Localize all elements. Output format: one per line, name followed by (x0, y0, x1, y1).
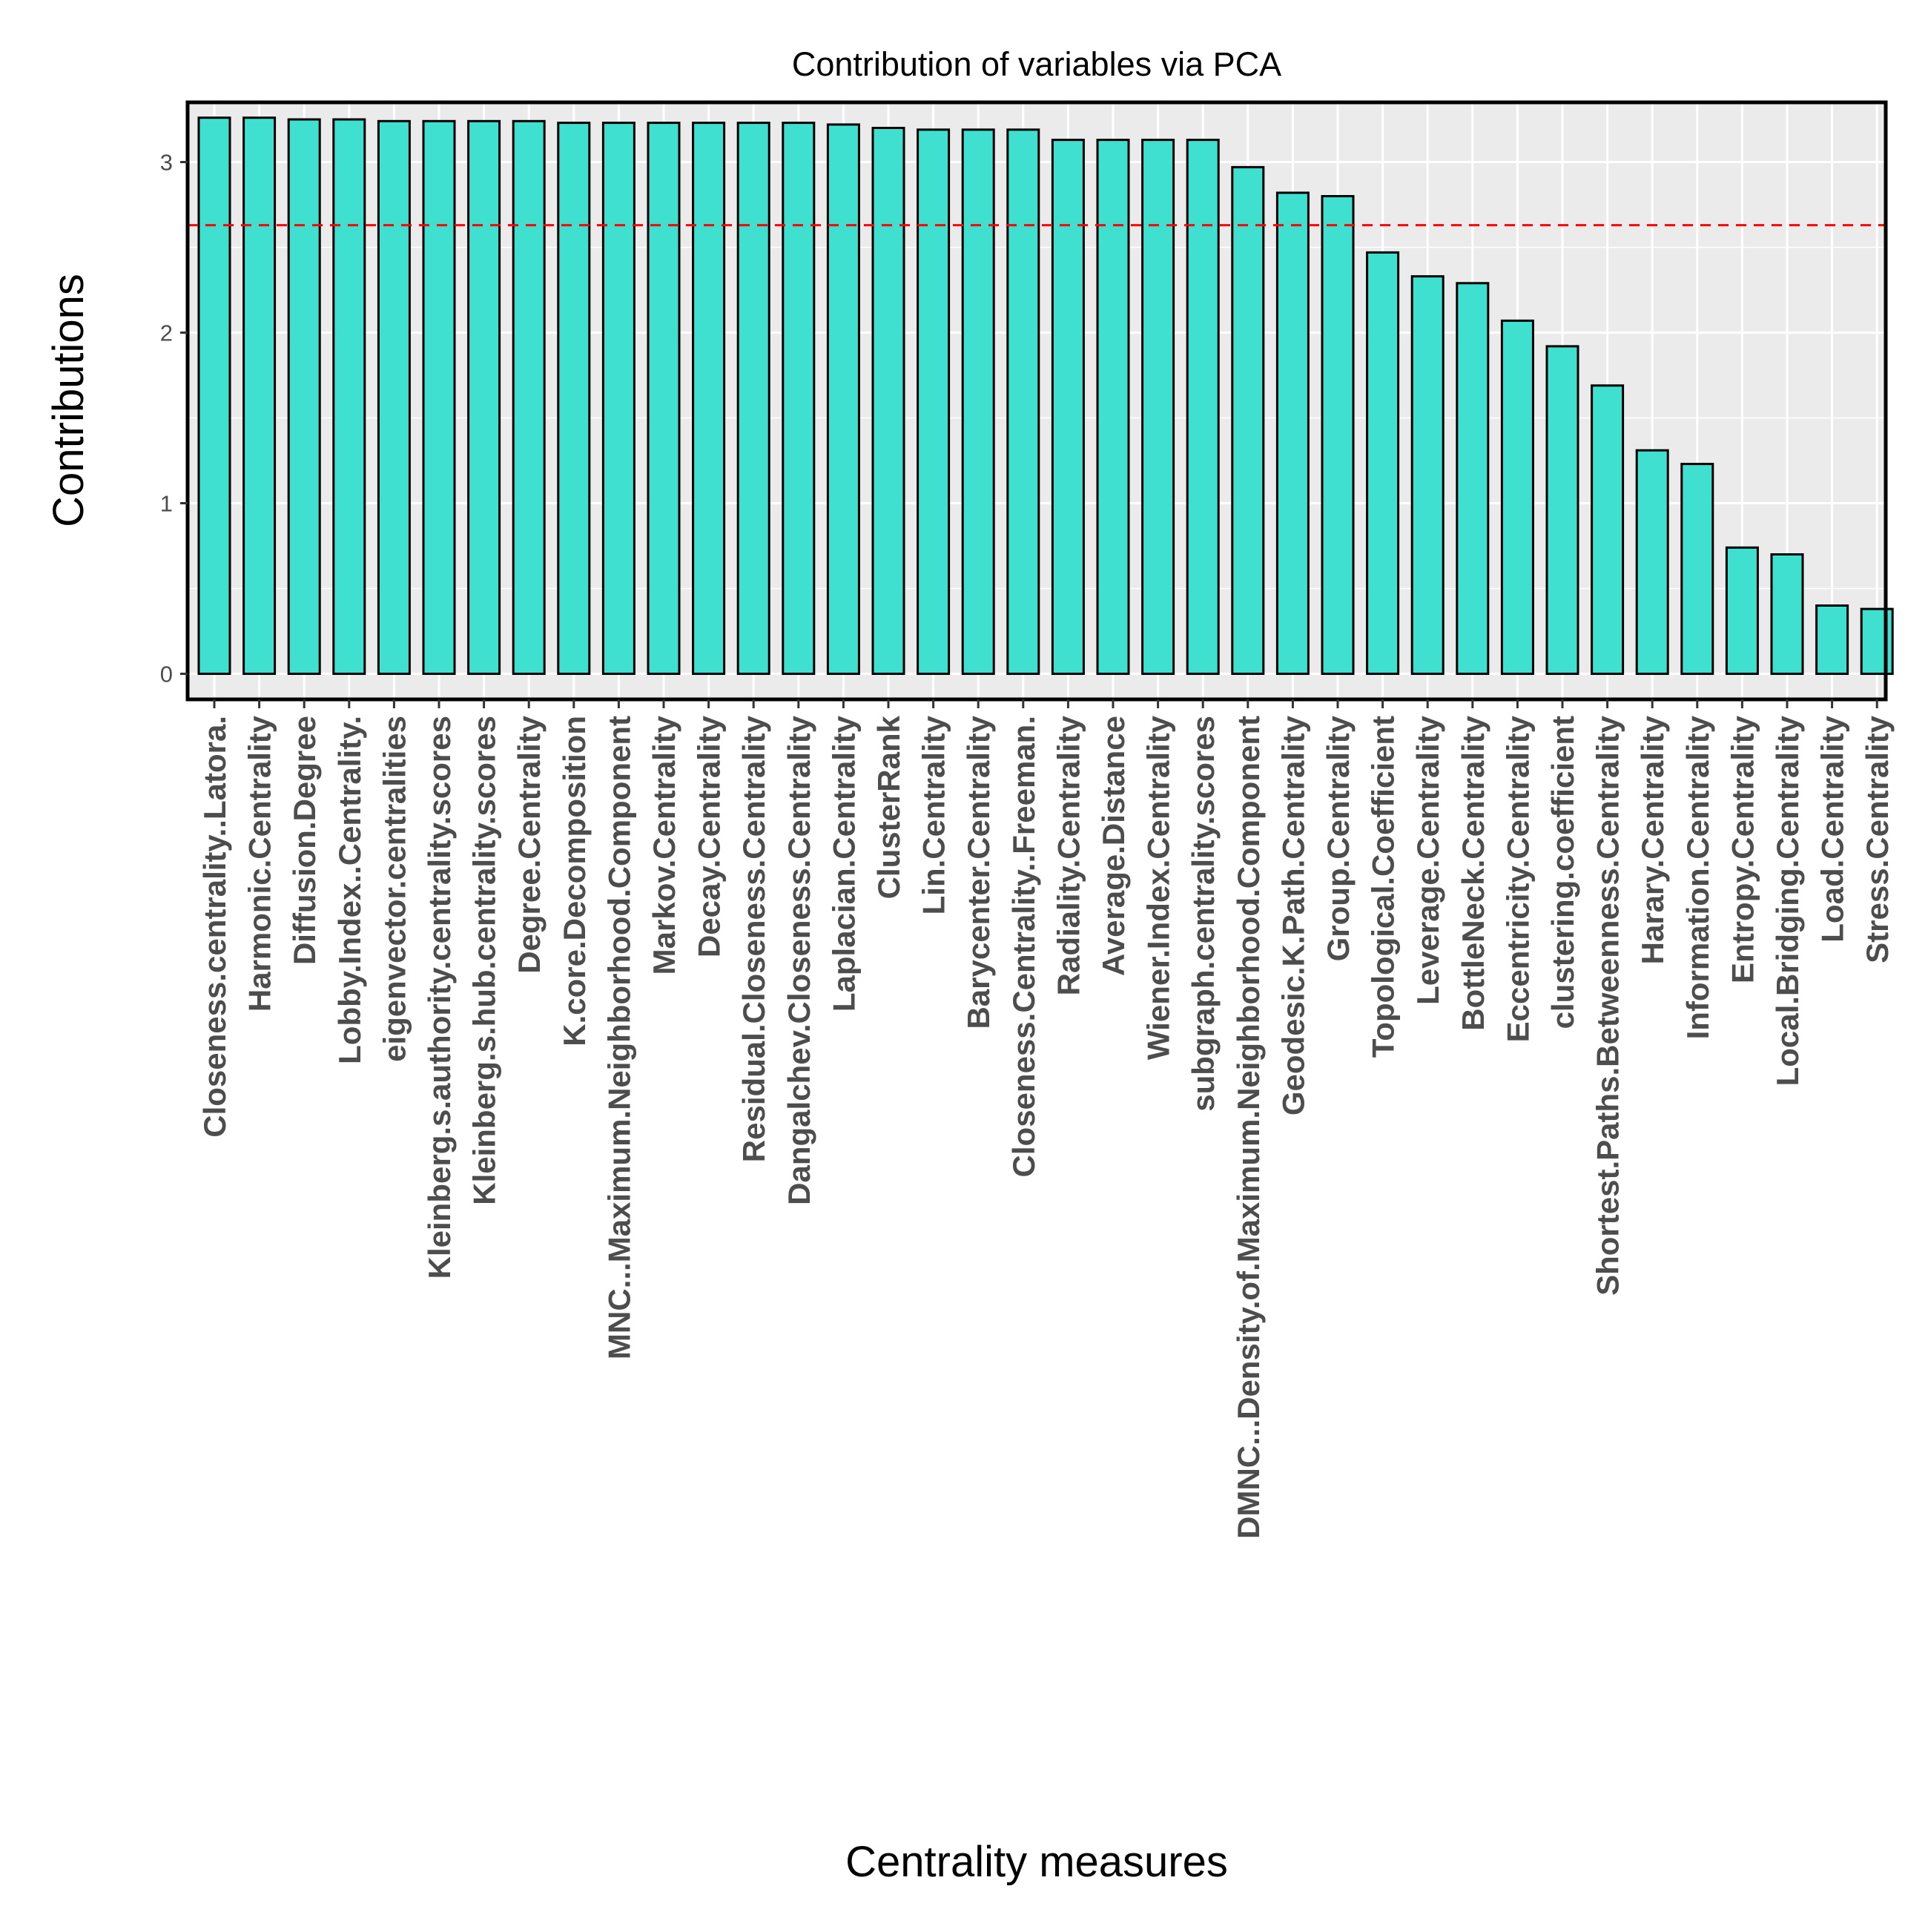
bar (242, 116, 277, 675)
bar (1366, 251, 1400, 675)
x-tick-label: Shortest.Paths.Betweenness.Centrality (1591, 715, 1625, 1296)
bar (1231, 165, 1265, 675)
bar (1635, 449, 1669, 675)
x-tick-label: Markov.Centrality (647, 715, 681, 975)
x-tick-label: Radiality.Centrality (1051, 715, 1086, 995)
x-tick-label: Local.Bridging.Centrality (1770, 715, 1805, 1086)
x-tick-label: MNC...Maximum.Neighborhood.Component (601, 716, 636, 1359)
x-tick-label: Lobby.Index..Centrality. (332, 716, 367, 1064)
x-tick-label: Harary.Centrality (1635, 715, 1670, 964)
bar (1006, 128, 1040, 676)
bar (287, 118, 321, 675)
x-tick-label: Dangalchev.Closeness.Centrality (782, 715, 816, 1204)
bar (332, 118, 366, 675)
bar (692, 122, 726, 676)
x-tick-label: BottleNeck.Centrality (1456, 715, 1490, 1030)
bar (197, 116, 231, 675)
x-tick-label: Diffusion.Degree (287, 716, 322, 965)
x-tick-label: Load.Centrality (1815, 715, 1850, 942)
y-axis: 0 1 2 3 (160, 150, 188, 688)
bar (1680, 463, 1714, 675)
x-tick-label: eigenvector.centralities (377, 716, 412, 1062)
x-tick-label: DMNC...Density.of.Maximum.Neighborhood.C… (1231, 716, 1266, 1539)
x-tick-label: Kleinberg.s.hub.centrality.scores (467, 716, 502, 1205)
bar (422, 119, 456, 676)
bar (1770, 553, 1804, 675)
x-tick-label: Closeness.centrality..Latora. (197, 716, 232, 1138)
x-tick-label: Decay.Centrality (692, 715, 727, 957)
bar (1591, 384, 1625, 675)
bar (736, 122, 770, 676)
x-tick-label: Average.Distance (1096, 716, 1131, 976)
x-axis: Closeness.centrality..Latora. Harmonic.Ce… (197, 699, 1895, 1539)
x-tick-label: Information.Centrality (1680, 715, 1715, 1039)
x-tick-label: Closeness.Centrality..Freeman. (1006, 716, 1041, 1177)
bar (1456, 282, 1490, 675)
x-tick-label: Geodesic.K.Path.Centrality (1275, 715, 1310, 1115)
x-tick-label: Eccentricity.Centrality (1500, 715, 1535, 1042)
x-axis-title: Centrality measures (845, 1838, 1228, 1886)
bar (1051, 139, 1085, 676)
bar (917, 128, 951, 676)
bar (961, 128, 995, 676)
bar (1141, 139, 1175, 676)
bar (1410, 275, 1445, 676)
x-tick-label: Entropy.Centrality (1725, 715, 1760, 983)
y-axis-title: Contributions (44, 274, 93, 527)
bar (1321, 195, 1355, 675)
bar (512, 119, 546, 676)
x-tick-label: Degree.Centrality (512, 715, 547, 973)
bar (1500, 319, 1534, 675)
x-tick-label: Kleinberg.s.authority.centrality.scores (422, 716, 457, 1279)
x-tick-label: subgraph.centrality.scores (1186, 716, 1221, 1112)
x-tick-label: Residual.Closeness.Centrality (736, 715, 771, 1162)
bar (871, 127, 905, 675)
x-tick-label: Wiener.Index.Centrality (1141, 715, 1176, 1060)
x-tick-label: K.core.Decomposition (557, 716, 592, 1046)
x-tick-label: Stress.Centrality (1860, 715, 1895, 963)
bar (1186, 139, 1220, 676)
x-tick-label: Topological.Coefficient (1366, 716, 1401, 1058)
x-tick-label: Group.Centrality (1321, 715, 1356, 961)
y-tick-label: 2 (160, 320, 173, 346)
bar (1275, 191, 1310, 675)
bar (782, 122, 816, 676)
bar (1096, 139, 1130, 676)
bar (826, 123, 860, 675)
bar (647, 122, 681, 676)
bar (1725, 546, 1759, 675)
bar (467, 119, 501, 676)
panel-border (185, 100, 1888, 702)
x-tick-label: Laplacian.Centrality (826, 715, 861, 1012)
x-tick-label: Lin.Centrality (917, 715, 951, 914)
y-tick-label: 1 (160, 491, 173, 517)
y-tick-label: 0 (160, 662, 173, 688)
bar (601, 122, 635, 676)
x-tick-label: Barycenter.Centrality (961, 715, 996, 1029)
x-tick-label: clustering.coefficient (1545, 716, 1580, 1029)
bar (377, 119, 411, 676)
bar (1860, 607, 1894, 675)
x-tick-label: Harmonic.Centrality (242, 715, 277, 1012)
x-tick-label: Leverage.Centrality (1410, 715, 1445, 1004)
bar (1545, 345, 1579, 675)
x-tick-label: ClusterRank (871, 715, 906, 899)
bar (1815, 604, 1849, 675)
bars (197, 116, 1894, 676)
y-tick-label: 3 (160, 150, 173, 176)
chart-title: Contribution of variables via PCA (792, 45, 1281, 83)
bar (557, 122, 591, 676)
